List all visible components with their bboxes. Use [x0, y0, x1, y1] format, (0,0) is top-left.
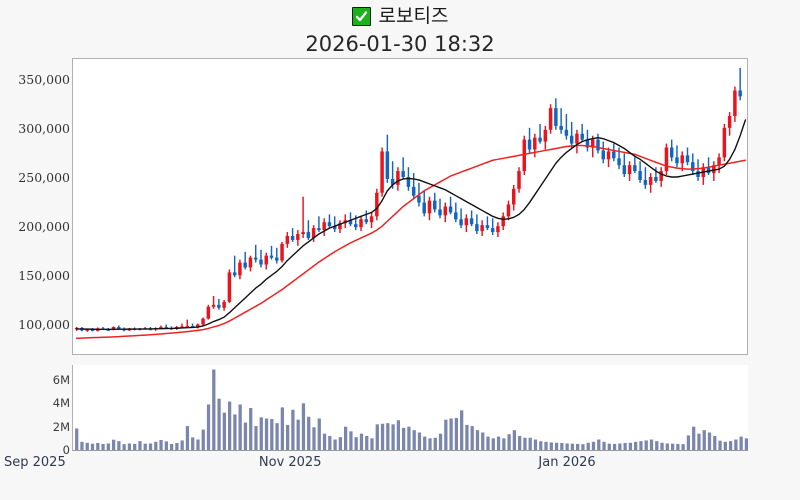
price-chart-panel[interactable]: [72, 58, 748, 355]
volume-plot: [75, 369, 748, 450]
x-tick-label: Nov 2025: [258, 455, 322, 470]
volume-tick: 0: [62, 443, 70, 457]
x-tick-label: Jan 2026: [538, 455, 596, 470]
x-tick-label: Sep 2025: [4, 455, 66, 470]
chart-header: 로보티즈 2026-01-30 18:32: [0, 0, 800, 58]
price-tick: 300,000: [18, 120, 70, 136]
candlestick-plot: [74, 67, 747, 340]
volume-tick: 4M: [52, 396, 70, 411]
price-axis: 100,000 150,000 200,000 250,000 300,000 …: [0, 0, 70, 500]
volume-chart-panel[interactable]: [72, 365, 748, 451]
page-title: 로보티즈: [378, 5, 449, 27]
timestamp-label: 2026-01-30 18:32: [305, 32, 495, 56]
volume-tick: 2M: [52, 419, 70, 434]
price-tick: 250,000: [18, 169, 70, 185]
price-tick: 350,000: [18, 71, 70, 87]
price-tick: 150,000: [18, 268, 70, 284]
price-tick: 200,000: [18, 219, 70, 235]
volume-tick: 6M: [52, 373, 70, 387]
price-tick: 100,000: [18, 317, 70, 333]
green-check-icon: [351, 6, 371, 26]
title-row: 로보티즈: [0, 0, 800, 30]
